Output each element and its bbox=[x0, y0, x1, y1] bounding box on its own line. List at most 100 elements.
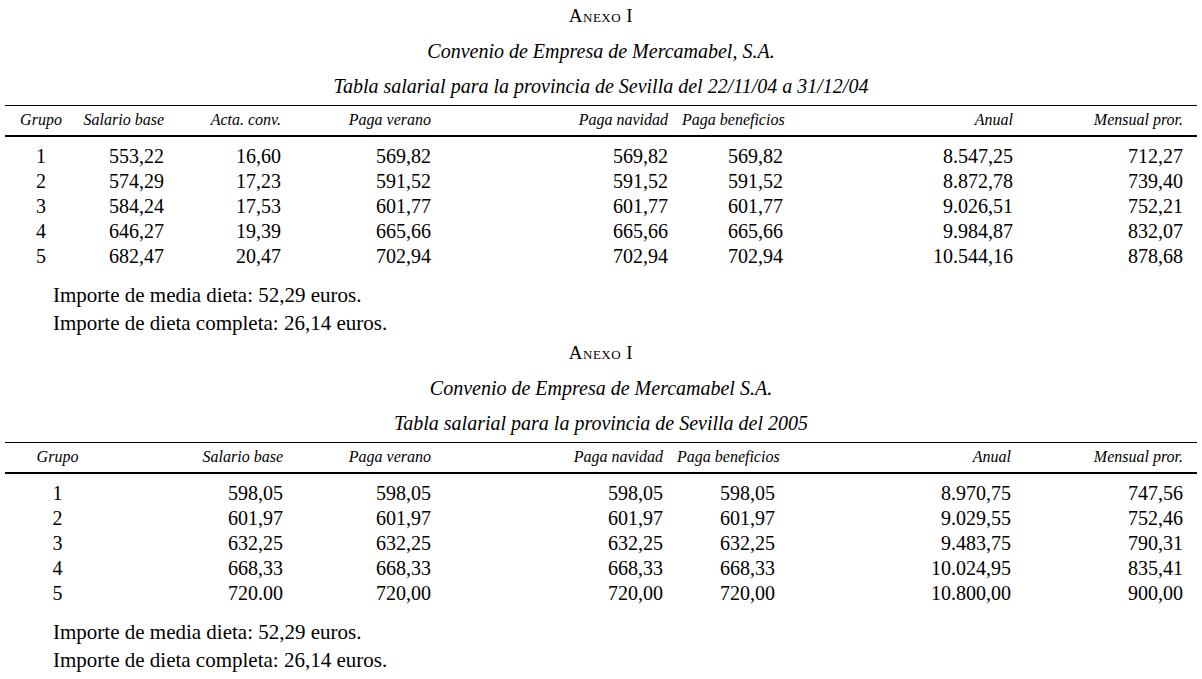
table-cell: 878,68 bbox=[1027, 244, 1197, 273]
column-header: Salario base bbox=[110, 443, 297, 474]
table-cell: 632,25 bbox=[110, 531, 297, 556]
table-cell: 5 bbox=[5, 581, 110, 610]
table-cell: 2 bbox=[5, 506, 110, 531]
table-cell: 4 bbox=[5, 556, 110, 581]
table-row: 5720.00720,00720,00720,0010.800,00900,00 bbox=[5, 581, 1197, 610]
table-cell: 601,77 bbox=[445, 194, 682, 219]
table-cell: 601,77 bbox=[682, 194, 797, 219]
table-cell: 569,82 bbox=[682, 136, 797, 169]
column-header: Salario base bbox=[77, 106, 178, 137]
table-cell: 598,05 bbox=[677, 473, 789, 506]
table-cell: 720,00 bbox=[445, 581, 677, 610]
table-cell: 790,31 bbox=[1025, 531, 1197, 556]
table-title: Tabla salarial para la provincia de Sevi… bbox=[5, 74, 1197, 98]
table-cell: 5 bbox=[5, 244, 77, 273]
salary-table-2005: GrupoSalario basePaga veranoPaga navidad… bbox=[5, 442, 1197, 610]
table-cell: 8.547,25 bbox=[797, 136, 1027, 169]
table-cell: 10.024,95 bbox=[789, 556, 1025, 581]
table-cell: 682,47 bbox=[77, 244, 178, 273]
table-cell: 2 bbox=[5, 169, 77, 194]
table-cell: 8.872,78 bbox=[797, 169, 1027, 194]
salary-table-2004: GrupoSalario baseActa. conv.Paga veranoP… bbox=[5, 105, 1197, 273]
table-row: 5682,4720,47702,94702,94702,9410.544,168… bbox=[5, 244, 1197, 273]
table-cell: 9.984,87 bbox=[797, 219, 1027, 244]
note-dieta-completa: Importe de dieta completa: 26,14 euros. bbox=[53, 309, 1197, 337]
table-cell: 10.800,00 bbox=[789, 581, 1025, 610]
table-cell: 16,60 bbox=[178, 136, 295, 169]
table-cell: 4 bbox=[5, 219, 77, 244]
table-cell: 569,82 bbox=[445, 136, 682, 169]
table-cell: 17,53 bbox=[178, 194, 295, 219]
table-cell: 665,66 bbox=[295, 219, 445, 244]
column-header: Mensual pror. bbox=[1027, 106, 1197, 137]
table-cell: 598,05 bbox=[297, 473, 445, 506]
table-cell: 3 bbox=[5, 531, 110, 556]
table-cell: 601,97 bbox=[677, 506, 789, 531]
company-subtitle: Convenio de Empresa de Mercamabel S.A. bbox=[5, 376, 1197, 400]
table-row: 4668,33668,33668,33668,3310.024,95835,41 bbox=[5, 556, 1197, 581]
table-cell: 20,47 bbox=[178, 244, 295, 273]
table-cell: 900,00 bbox=[1025, 581, 1197, 610]
table-notes: Importe de media dieta: 52,29 euros. Imp… bbox=[53, 281, 1197, 337]
table-cell: 584,24 bbox=[77, 194, 178, 219]
table-cell: 601,97 bbox=[297, 506, 445, 531]
table-cell: 665,66 bbox=[445, 219, 682, 244]
table-cell: 601,97 bbox=[445, 506, 677, 531]
table-notes: Importe de media dieta: 52,29 euros. Imp… bbox=[53, 618, 1197, 674]
column-header: Paga navidad bbox=[445, 106, 682, 137]
note-dieta-completa: Importe de dieta completa: 26,14 euros. bbox=[53, 646, 1197, 674]
table-cell: 1 bbox=[5, 473, 110, 506]
table-row: 2601,97601,97601,97601,979.029,55752,46 bbox=[5, 506, 1197, 531]
table-cell: 702,94 bbox=[682, 244, 797, 273]
table-cell: 9.483,75 bbox=[789, 531, 1025, 556]
table-cell: 598,05 bbox=[445, 473, 677, 506]
column-header: Grupo bbox=[5, 106, 77, 137]
column-header: Paga verano bbox=[295, 106, 445, 137]
table-cell: 752,46 bbox=[1025, 506, 1197, 531]
table-row: 3632,25632,25632,25632,259.483,75790,31 bbox=[5, 531, 1197, 556]
table-row: 3584,2417,53601,77601,77601,779.026,5175… bbox=[5, 194, 1197, 219]
table-cell: 702,94 bbox=[295, 244, 445, 273]
table-cell: 668,33 bbox=[445, 556, 677, 581]
annex-title: Anexo I bbox=[5, 343, 1197, 363]
table-cell: 553,22 bbox=[77, 136, 178, 169]
annex-title: Anexo I bbox=[5, 6, 1197, 26]
table-cell: 10.544,16 bbox=[797, 244, 1027, 273]
table-title: Tabla salarial para la provincia de Sevi… bbox=[5, 411, 1197, 435]
annex-section-2005: Anexo I Convenio de Empresa de Mercamabe… bbox=[5, 343, 1197, 674]
table-cell: 1 bbox=[5, 136, 77, 169]
table-body: 1553,2216,60569,82569,82569,828.547,2571… bbox=[5, 136, 1197, 273]
table-cell: 591,52 bbox=[682, 169, 797, 194]
table-cell: 632,25 bbox=[445, 531, 677, 556]
table-cell: 598,05 bbox=[110, 473, 297, 506]
note-media-dieta: Importe de media dieta: 52,29 euros. bbox=[53, 281, 1197, 309]
table-cell: 632,25 bbox=[677, 531, 789, 556]
column-header: Anual bbox=[797, 106, 1027, 137]
table-cell: 9.029,55 bbox=[789, 506, 1025, 531]
table-cell: 591,52 bbox=[295, 169, 445, 194]
annex-section-2004: Anexo I Convenio de Empresa de Mercamabe… bbox=[5, 6, 1197, 337]
column-header: Acta. conv. bbox=[178, 106, 295, 137]
table-header-row: GrupoSalario basePaga veranoPaga navidad… bbox=[5, 443, 1197, 474]
table-cell: 720.00 bbox=[110, 581, 297, 610]
column-header: Grupo bbox=[5, 443, 110, 474]
table-cell: 668,33 bbox=[297, 556, 445, 581]
table-cell: 3 bbox=[5, 194, 77, 219]
table-cell: 569,82 bbox=[295, 136, 445, 169]
company-subtitle: Convenio de Empresa de Mercamabel, S.A. bbox=[5, 39, 1197, 63]
table-cell: 668,33 bbox=[677, 556, 789, 581]
table-cell: 720,00 bbox=[297, 581, 445, 610]
table-cell: 739,40 bbox=[1027, 169, 1197, 194]
table-cell: 702,94 bbox=[445, 244, 682, 273]
table-cell: 9.026,51 bbox=[797, 194, 1027, 219]
table-header-row: GrupoSalario baseActa. conv.Paga veranoP… bbox=[5, 106, 1197, 137]
table-cell: 591,52 bbox=[445, 169, 682, 194]
table-row: 1598,05598,05598,05598,058.970,75747,56 bbox=[5, 473, 1197, 506]
table-cell: 19,39 bbox=[178, 219, 295, 244]
column-header: Paga verano bbox=[297, 443, 445, 474]
table-cell: 668,33 bbox=[110, 556, 297, 581]
table-cell: 601,97 bbox=[110, 506, 297, 531]
column-header: Paga navidad bbox=[445, 443, 677, 474]
table-body: 1598,05598,05598,05598,058.970,75747,562… bbox=[5, 473, 1197, 610]
table-row: 2574,2917,23591,52591,52591,528.872,7873… bbox=[5, 169, 1197, 194]
